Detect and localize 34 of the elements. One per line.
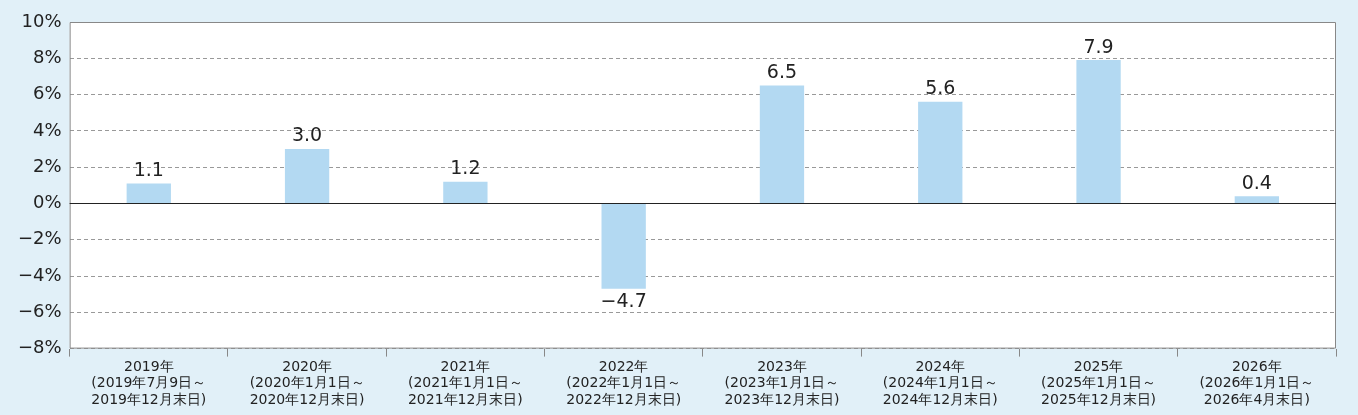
y-tick-label: 4% (33, 118, 62, 140)
data-label: 1.2 (450, 156, 481, 179)
bar (918, 101, 963, 203)
y-tick-label: 0% (33, 191, 62, 213)
x-tick-label: 2023年 (2023年1月1日～ 2023年12月末日) (724, 357, 840, 408)
bar (601, 203, 646, 289)
x-tick-label: 2020年 (2020年1月1日～ 2020年12月末日) (249, 357, 365, 408)
bar (1076, 60, 1121, 203)
x-tick-label: 2022年 (2022年1月1日～ 2022年12月末日) (566, 357, 682, 408)
data-label: 1.1 (133, 157, 164, 180)
y-tick-label: −2% (18, 227, 62, 249)
data-label: 0.4 (1241, 170, 1272, 193)
bar (126, 183, 171, 203)
x-tick-label: 2019年 (2019年7月9日～ 2019年12月末日) (91, 357, 207, 408)
data-label: 3.0 (291, 123, 323, 146)
x-tick-label: 2024年 (2024年1月1日～ 2024年12月末日) (882, 357, 998, 408)
y-tick-label: −4% (18, 263, 62, 285)
bar (284, 149, 330, 203)
bar (759, 85, 805, 203)
data-label: 5.6 (925, 76, 956, 99)
y-tick-label: 2% (33, 154, 62, 176)
bar (443, 181, 488, 203)
data-label: 7.9 (1083, 34, 1114, 57)
x-tick-label: 2026年 (2026年1月1日～ 2026年4月末日) (1199, 357, 1315, 408)
y-tick-label: 8% (33, 45, 62, 67)
data-label: 6.5 (766, 59, 798, 82)
bar (1234, 196, 1280, 203)
y-tick-label: 10% (21, 9, 62, 31)
x-tick-label: 2021年 (2021年1月1日～ 2021年12月末日) (407, 357, 523, 408)
y-tick-label: 6% (33, 82, 62, 104)
data-label: −4.7 (600, 289, 647, 312)
y-tick-label: −6% (18, 299, 62, 321)
x-tick-label: 2025年 (2025年1月1日～ 2025年12月末日) (1041, 357, 1157, 408)
y-tick-label: −8% (18, 336, 62, 358)
